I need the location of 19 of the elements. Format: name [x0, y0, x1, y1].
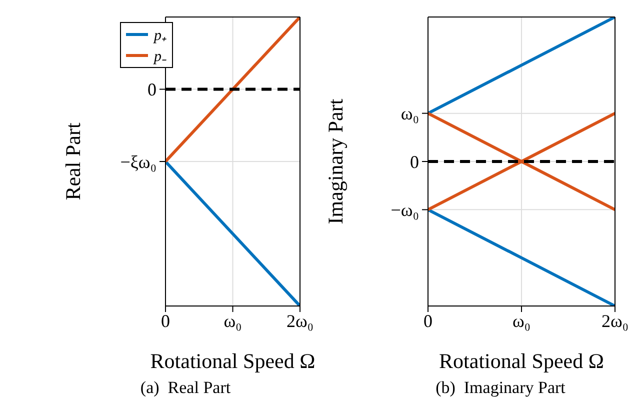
x-tick-label: 0 — [161, 310, 170, 331]
text: (b) Imaginary Part — [434, 378, 566, 398]
x-tick-label: 2ω₀ — [286, 310, 314, 331]
x-axis-title: Rotational Speed Ω — [439, 349, 604, 373]
y-axis-title: Real Part — [60, 122, 85, 200]
legend-label: p₋ — [152, 48, 166, 66]
x-tick-label: ω₀ — [224, 310, 242, 331]
x-tick-label: 2ω₀ — [601, 310, 629, 331]
text: (a) Real Part — [139, 378, 232, 398]
annotation: ω₀ — [400, 104, 419, 124]
y-axis-title: Imaginary Part — [323, 98, 348, 224]
x-tick-label: ω₀ — [512, 310, 531, 331]
legend-label: p₊ — [152, 27, 166, 45]
x-tick-label: 0 — [424, 310, 432, 331]
annotation: 0 — [148, 80, 156, 100]
x-axis-title: Rotational Speed Ω — [150, 349, 316, 373]
annotation: −ξω₀ — [120, 152, 156, 172]
annotation: 0 — [410, 152, 419, 172]
annotation: −ω₀ — [390, 200, 419, 220]
